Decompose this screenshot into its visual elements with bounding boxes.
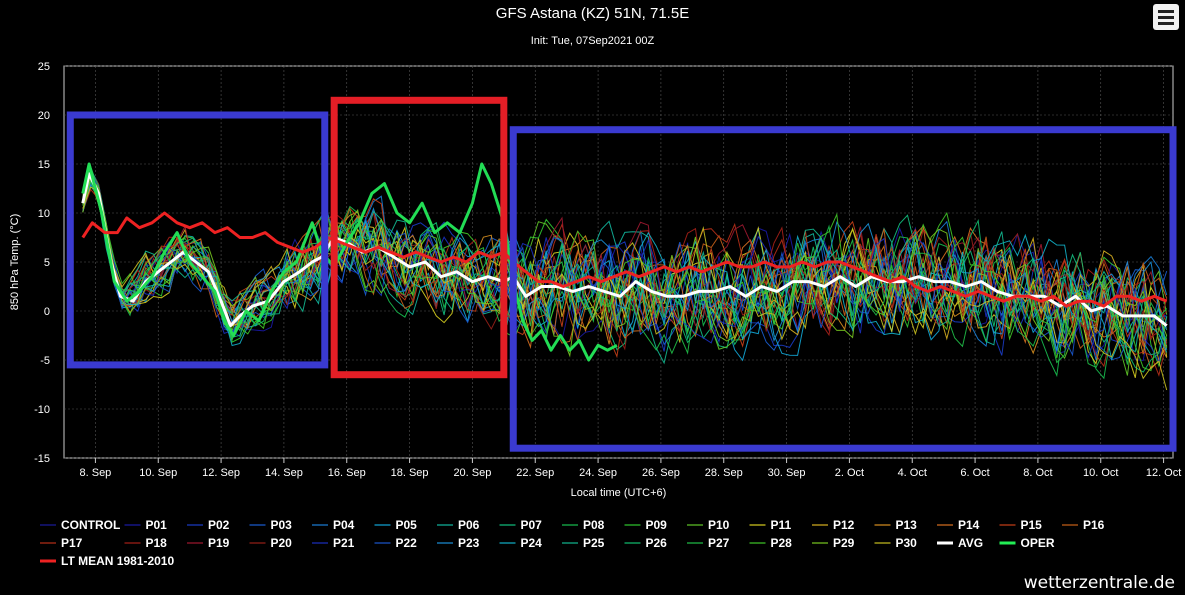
legend-item-p06[interactable]: P06 <box>458 518 480 532</box>
x-tick-label: 20. Sep <box>453 467 491 479</box>
legend-item-oper[interactable]: OPER <box>1021 536 1055 550</box>
x-tick-label: 8. Oct <box>1023 467 1052 479</box>
legend-item-p22[interactable]: P22 <box>396 536 418 550</box>
legend-item-avg[interactable]: AVG <box>958 536 983 550</box>
legend-item-control[interactable]: CONTROL <box>61 518 120 532</box>
legend-item-p12[interactable]: P12 <box>833 518 855 532</box>
legend-item-p17[interactable]: P17 <box>61 536 83 550</box>
legend-item-p11[interactable]: P11 <box>771 518 792 532</box>
y-axis-title: 850 hPa Temp. (°C) <box>9 214 21 311</box>
series-lt-mean-1981-2010 <box>81 211 1168 308</box>
legend-item-p24[interactable]: P24 <box>521 536 543 550</box>
y-tick-label: 15 <box>38 159 50 171</box>
y-tick-label: -15 <box>34 453 50 465</box>
legend-item-p08[interactable]: P08 <box>583 518 605 532</box>
y-tick-label: 20 <box>38 110 50 122</box>
legend-item-p05[interactable]: P05 <box>396 518 418 532</box>
y-tick-label: -10 <box>34 404 50 416</box>
series-avg <box>81 172 1168 328</box>
series-oper <box>81 162 618 362</box>
legend-item-p04[interactable]: P04 <box>333 518 355 532</box>
ensemble-line-p26 <box>82 167 1168 373</box>
x-tick-label: 8. Sep <box>80 467 112 479</box>
legend-item-p15[interactable]: P15 <box>1021 518 1043 532</box>
x-tick-label: 26. Sep <box>642 467 680 479</box>
ensemble-line-p30 <box>82 186 1168 391</box>
highlight-box-red-2 <box>330 96 508 379</box>
legend-item-p27[interactable]: P27 <box>708 536 730 550</box>
ensemble-line-p28 <box>82 175 1168 372</box>
x-tick-label: 24. Sep <box>579 467 617 479</box>
credit-watermark: wetterzentrale.de <box>1023 573 1175 593</box>
y-tick-label: 0 <box>44 306 50 318</box>
x-tick-label: 2. Oct <box>835 467 864 479</box>
x-tick-label: 16. Sep <box>328 467 366 479</box>
y-tick-label: 5 <box>44 257 50 269</box>
legend-item-p14[interactable]: P14 <box>958 518 980 532</box>
legend-item-p26[interactable]: P26 <box>646 536 668 550</box>
legend-item-p29[interactable]: P29 <box>833 536 855 550</box>
legend-item-p01[interactable]: P01 <box>146 518 168 532</box>
ensemble-line-p14 <box>82 177 1168 370</box>
y-tick-label: 10 <box>38 208 50 220</box>
legend-item-p07[interactable]: P07 <box>521 518 543 532</box>
x-tick-label: 12. Oct <box>1146 467 1181 479</box>
legend-item-p21[interactable]: P21 <box>333 536 355 550</box>
x-tick-label: 14. Sep <box>265 467 303 479</box>
x-tick-label: 28. Sep <box>705 467 743 479</box>
x-axis-title: Local time (UTC+6) <box>571 487 667 499</box>
legend-item-p20[interactable]: P20 <box>271 536 293 550</box>
chart-title: GFS Astana (KZ) 51N, 71.5E <box>495 5 690 22</box>
legend-item-p09[interactable]: P09 <box>646 518 668 532</box>
legend-item-p23[interactable]: P23 <box>458 536 480 550</box>
x-tick-label: 12. Sep <box>202 467 240 479</box>
legend-item-p16[interactable]: P16 <box>1083 518 1105 532</box>
y-tick-label: 25 <box>38 61 50 73</box>
legend-item-lt-mean-1981-2010[interactable]: LT MEAN 1981-2010 <box>61 554 174 568</box>
legend-item-p25[interactable]: P25 <box>583 536 605 550</box>
highlight-box-blue-3 <box>509 126 1177 452</box>
x-tick-label: 30. Sep <box>768 467 806 479</box>
legend-item-p18[interactable]: P18 <box>146 536 168 550</box>
x-tick-label: 18. Sep <box>391 467 429 479</box>
legend-item-p30[interactable]: P30 <box>896 536 918 550</box>
legend-item-p28[interactable]: P28 <box>771 536 793 550</box>
legend-item-p02[interactable]: P02 <box>208 518 230 532</box>
ensemble-line-p29 <box>82 176 1168 358</box>
x-tick-label: 10. Sep <box>139 467 177 479</box>
y-tick-label: -5 <box>40 355 50 367</box>
legend-item-p13[interactable]: P13 <box>896 518 918 532</box>
hamburger-menu-icon[interactable] <box>1153 4 1179 30</box>
legend-item-p19[interactable]: P19 <box>208 536 230 550</box>
legend-item-p03[interactable]: P03 <box>271 518 293 532</box>
x-tick-label: 4. Oct <box>898 467 927 479</box>
chart-subtitle: Init: Tue, 07Sep2021 00Z <box>530 35 655 47</box>
x-tick-label: 6. Oct <box>960 467 989 479</box>
legend-item-p10[interactable]: P10 <box>708 518 730 532</box>
x-tick-label: 10. Oct <box>1083 467 1118 479</box>
x-tick-label: 22. Sep <box>516 467 554 479</box>
highlight-box-blue-1 <box>66 111 329 369</box>
